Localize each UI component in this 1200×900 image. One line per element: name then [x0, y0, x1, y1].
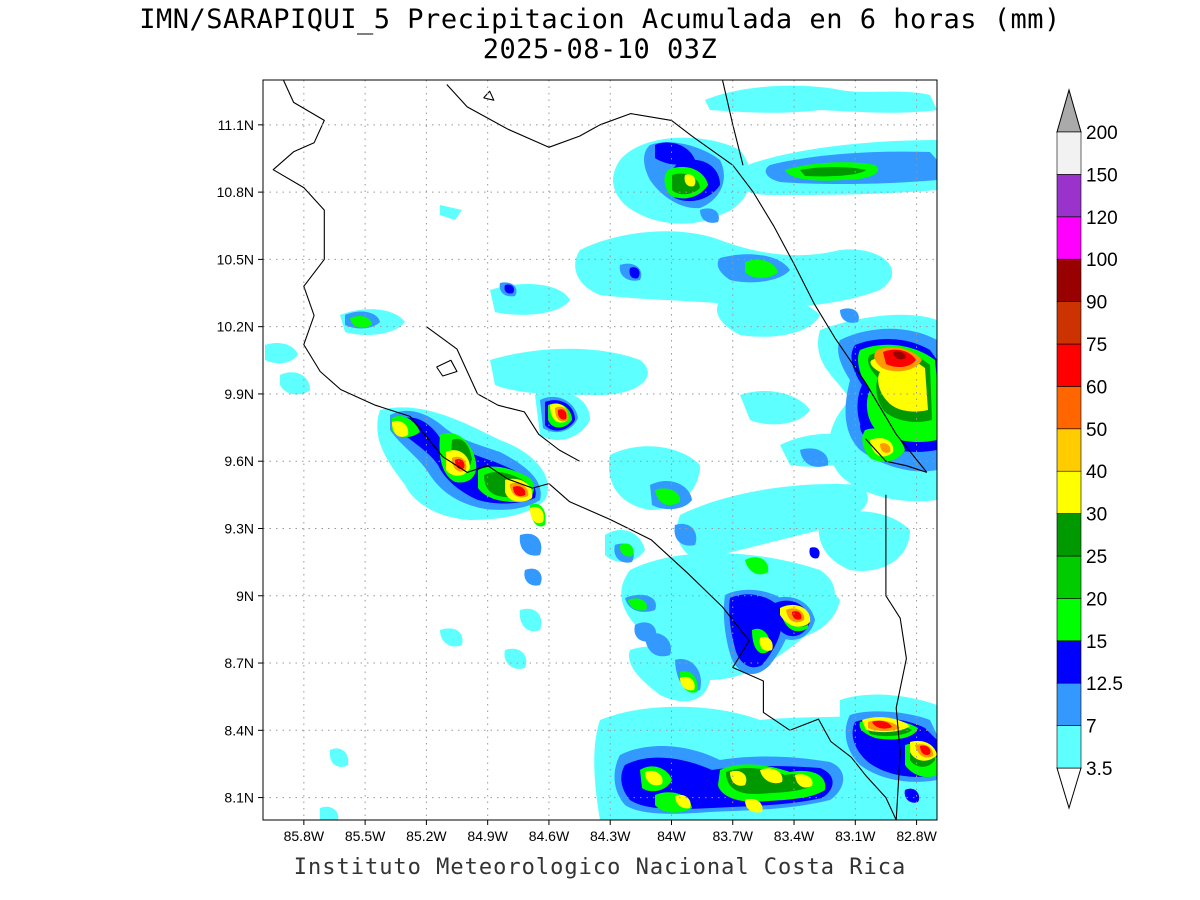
lat-tick-label: 9N	[236, 588, 254, 604]
lon-tick-label: 83.4W	[774, 828, 815, 844]
lake-outline	[436, 359, 458, 377]
colorbar-level-label: 40	[1086, 462, 1107, 483]
lon-tick-label: 84.9W	[467, 828, 508, 844]
lon-tick-label: 84W	[657, 828, 687, 844]
lake-outline	[483, 90, 495, 101]
lat-tick-label: 10.8N	[217, 184, 254, 200]
colorbar-swatch	[1056, 598, 1082, 642]
colorbar-swatch	[1056, 428, 1082, 472]
lon-tick-label: 85.8W	[284, 828, 325, 844]
colorbar-level-label: 20	[1086, 589, 1107, 610]
colorbar-level-label: 100	[1086, 250, 1118, 271]
colorbar-bottom-arrow	[1056, 767, 1082, 810]
colorbar-swatch	[1056, 131, 1082, 175]
colorbar-level-label: 3.5	[1086, 759, 1112, 780]
coastlines	[272, 80, 928, 820]
lat-tick-label: 10.5N	[217, 251, 254, 267]
lat-tick-label: 9.9N	[224, 386, 254, 402]
colorbar-swatch	[1056, 682, 1082, 726]
colorbar-swatch	[1056, 343, 1082, 387]
colorbar-swatch	[1056, 555, 1082, 599]
colorbar-swatch	[1056, 640, 1082, 684]
colorbar-level-label: 75	[1086, 335, 1107, 356]
coastline	[446, 84, 928, 473]
colorbar-swatch	[1056, 301, 1082, 345]
colorbar-top-arrow	[1056, 88, 1082, 133]
country-border	[865, 438, 927, 473]
lon-tick-label: 84.3W	[590, 828, 631, 844]
colorbar-level-label: 90	[1086, 293, 1107, 314]
lon-tick-label: 83.7W	[713, 828, 754, 844]
colorbar-swatch	[1056, 216, 1082, 260]
lat-tick-label: 8.7N	[224, 655, 254, 671]
lon-tick-label: 82.8W	[896, 828, 937, 844]
colorbar-level-label: 60	[1086, 377, 1107, 398]
coastline	[426, 326, 580, 462]
country-border	[885, 494, 907, 820]
colorbar-swatch	[1056, 174, 1082, 218]
lat-tick-label: 8.1N	[224, 790, 254, 806]
colorbar-level-label: 30	[1086, 505, 1107, 526]
colorbar-level-label: 25	[1086, 547, 1107, 568]
colorbar-level-label: 200	[1086, 123, 1118, 144]
lon-tick-label: 85.2W	[406, 828, 447, 844]
longitude-tick-labels: 85.8W 85.5W 85.2W 84.9W 84.6W 84.3W 84W 83.7W 83…	[284, 820, 938, 844]
plot-frame	[262, 79, 938, 821]
map-title: IMN/SARAPIQUI_5 Precipitacion Acumulada …	[139, 4, 1061, 35]
colorbar-level-label: 7	[1086, 717, 1097, 738]
colorbar-swatch	[1056, 470, 1082, 514]
precipitation-field	[265, 85, 937, 820]
colorbar-level-label: 15	[1086, 632, 1107, 653]
lat-tick-label: 10.2N	[217, 319, 254, 335]
map-subtitle-date: 2025-08-10 03Z	[482, 34, 718, 65]
colorbar-swatch	[1056, 386, 1082, 430]
colorbar-level-label: 150	[1086, 165, 1118, 186]
lon-tick-label: 85.5W	[345, 828, 386, 844]
lat-tick-label: 9.6N	[224, 453, 254, 469]
lon-tick-label: 83.1W	[835, 828, 876, 844]
colorbar-legend: 3.5 7 12.5 15 20 25 30 40 50 60 75 90 100 120 150 200	[1056, 88, 1123, 810]
footer-credit: Instituto Meteorologico Nacional Costa R…	[293, 855, 907, 880]
colorbar-level-label: 120	[1086, 208, 1118, 229]
lat-tick-label: 11.1N	[218, 117, 254, 133]
colorbar-swatch	[1056, 725, 1082, 769]
lon-tick-label: 84.6W	[529, 828, 570, 844]
coastline	[272, 80, 897, 820]
lat-tick-label: 9.3N	[224, 520, 254, 536]
colorbar-level-label: 12.5	[1086, 674, 1123, 695]
latitude-tick-labels: 11.1N 10.8N 10.5N 10.2N 9.9N 9.6N 9.3N 9N 8.7N 8.…	[217, 117, 263, 806]
colorbar-swatch	[1056, 258, 1082, 302]
colorbar-swatch	[1056, 513, 1082, 557]
colorbar-level-label: 50	[1086, 420, 1107, 441]
country-border	[721, 80, 744, 166]
lat-tick-label: 8.4N	[224, 722, 254, 738]
